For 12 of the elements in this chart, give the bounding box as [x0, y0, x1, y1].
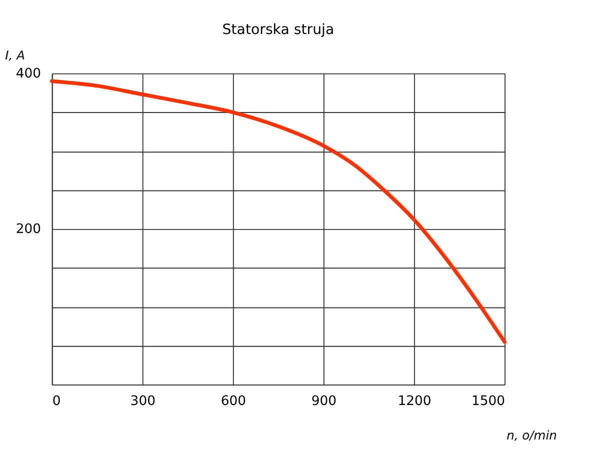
x-tick-label: 300 [130, 394, 156, 409]
x-tick-label: 0 [52, 394, 61, 409]
x-tick-label: 1500 [471, 394, 506, 409]
x-tick-label: 900 [311, 394, 337, 409]
chart-title: Statorska struja [222, 22, 334, 38]
y-axis-title: I, A [5, 48, 25, 63]
x-axis-title: n, o/min [506, 428, 557, 443]
x-tick-label: 600 [220, 394, 246, 409]
x-tick-label: 1200 [398, 394, 432, 409]
y-tick-label: 200 [16, 222, 42, 238]
y-tick-label: 400 [16, 66, 42, 82]
line-series [50, 79, 506, 344]
